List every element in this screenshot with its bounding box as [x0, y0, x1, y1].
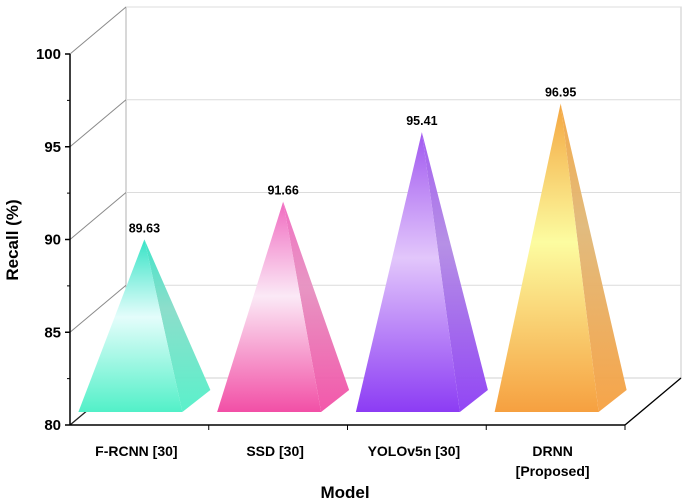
pyramid-front-face [217, 201, 322, 412]
y-axis: 80 85 90 95 100 [36, 46, 71, 434]
x-tick-label: SSD [30] [246, 443, 304, 459]
pyramid-bar-2: 91.66 [217, 184, 350, 412]
data-label: 89.63 [129, 221, 160, 235]
grid-diagonal [69, 6, 127, 55]
grid-diagonal [69, 99, 127, 148]
x-tick-label: F-RCNN [30] [95, 443, 177, 459]
x-tick-label: YOLOv5n [30] [368, 443, 461, 459]
pyramid-side-face [560, 103, 627, 412]
grid-diagonal [69, 192, 127, 240]
grid-diagonal [69, 284, 127, 333]
floor-right-edge [624, 377, 682, 426]
pyramid-side-face [421, 132, 488, 413]
pyramid-bars: 89.63 91.66 95.41 96.95 [78, 86, 627, 413]
pyramid-front-face [494, 103, 599, 412]
y-tick-label: 100 [36, 46, 61, 63]
data-label: 91.66 [267, 184, 298, 198]
x-axis-title: Model [320, 483, 369, 502]
data-label: 95.41 [406, 114, 437, 128]
pyramid-side-face [144, 239, 211, 412]
data-label: 96.95 [545, 86, 576, 100]
y-tick-label: 80 [44, 417, 61, 434]
pyramid-front-face [355, 132, 460, 413]
x-tick-label: [Proposed] [516, 463, 590, 479]
pyramid-bar-1: 89.63 [78, 221, 211, 412]
pyramid-bar-3: 95.41 [355, 114, 488, 413]
y-axis-title: Recall (%) [3, 199, 22, 280]
pyramid-front-face [78, 239, 183, 412]
x-axis: F-RCNN [30] SSD [30] YOLOv5n [30] DRNN [Prop… [70, 377, 682, 479]
x-tick-label: DRNN [532, 443, 572, 459]
y-tick-label: 85 [44, 324, 61, 341]
pyramid-bar-4: 96.95 [494, 86, 627, 412]
y-tick-label: 95 [44, 139, 61, 156]
pyramid-side-face [283, 201, 350, 412]
y-tick-label: 90 [44, 232, 61, 249]
